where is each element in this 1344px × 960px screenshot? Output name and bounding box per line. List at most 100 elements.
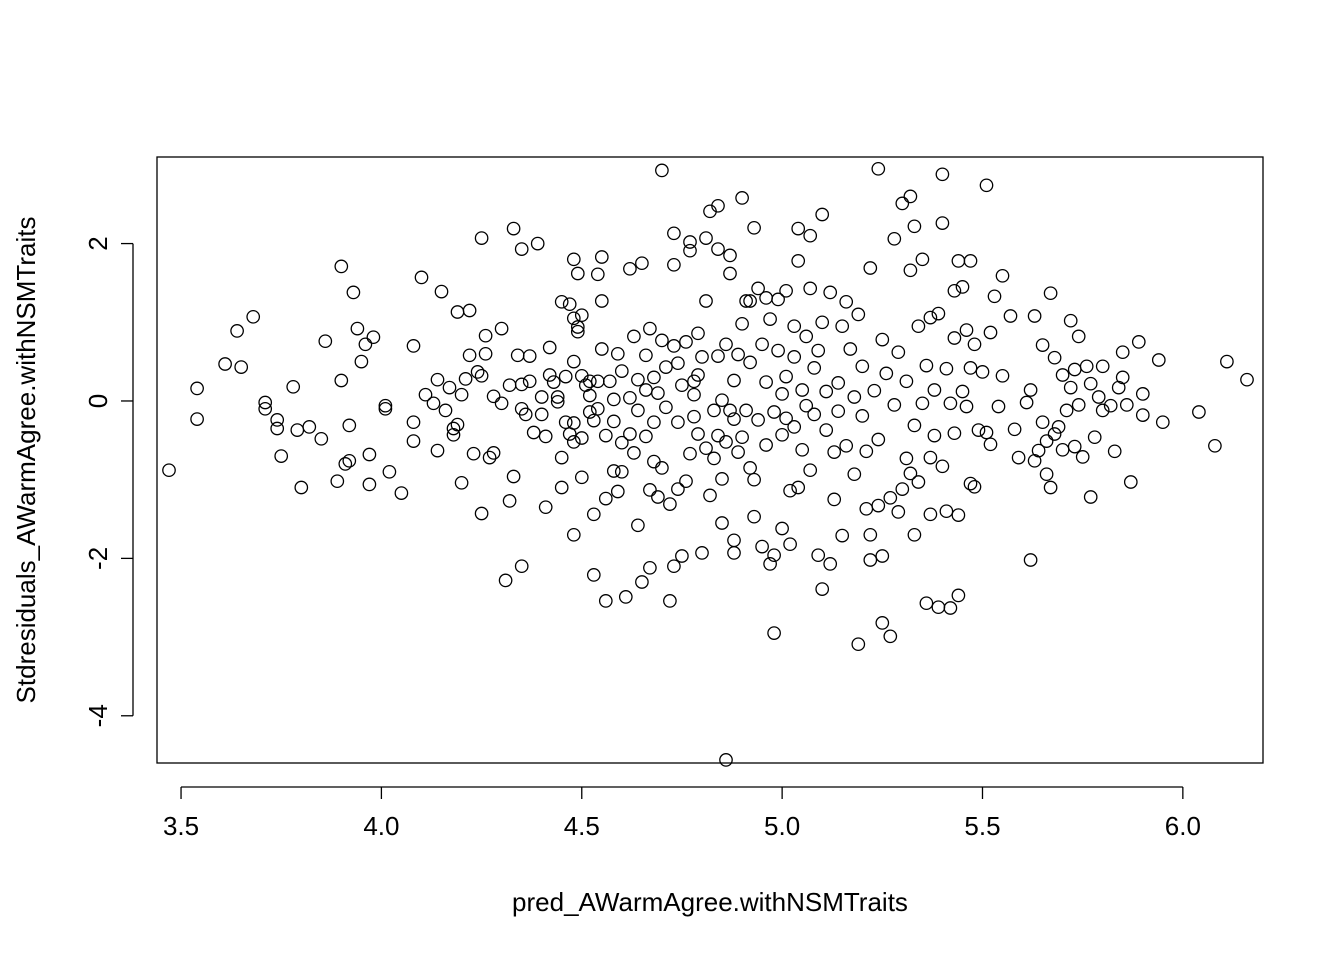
data-point	[1075, 450, 1090, 464]
data-point	[1059, 403, 1074, 418]
data-point	[959, 323, 974, 337]
data-point	[795, 383, 810, 397]
data-point	[482, 450, 497, 465]
data-point	[414, 270, 429, 285]
data-point	[623, 427, 637, 441]
data-point	[506, 469, 521, 484]
x-tick-label: 4.0	[363, 811, 399, 841]
data-point	[627, 329, 641, 344]
data-point	[558, 415, 573, 430]
data-point	[1071, 329, 1086, 344]
data-point	[1027, 309, 1042, 323]
data-point	[711, 349, 725, 363]
data-point	[783, 537, 797, 552]
data-point	[462, 348, 477, 363]
data-point	[1023, 383, 1038, 397]
data-point	[927, 383, 942, 397]
data-point	[1107, 444, 1122, 459]
data-point	[967, 479, 982, 494]
data-point	[1067, 362, 1082, 377]
data-point	[671, 356, 685, 371]
data-point	[534, 407, 549, 422]
data-point	[783, 483, 797, 498]
data-point	[859, 501, 874, 516]
y-tick-label: 0	[83, 394, 113, 408]
data-point	[739, 403, 753, 418]
data-point	[983, 325, 998, 340]
data-point	[586, 568, 601, 582]
data-point	[779, 411, 793, 426]
data-point	[606, 392, 621, 407]
data-point	[951, 254, 966, 268]
data-point	[919, 358, 934, 373]
data-point	[955, 280, 970, 294]
data-point	[767, 548, 781, 563]
data-point	[582, 388, 597, 403]
data-point	[462, 303, 477, 318]
x-tick-label: 6.0	[1165, 811, 1201, 841]
data-point	[534, 390, 549, 404]
data-point	[923, 310, 938, 325]
data-point	[430, 372, 445, 387]
data-point	[1151, 353, 1166, 367]
data-point	[875, 332, 890, 347]
data-point	[446, 421, 461, 436]
data-point	[743, 461, 757, 475]
data-point	[1067, 439, 1082, 454]
data-point	[759, 291, 773, 305]
data-point	[655, 461, 669, 475]
data-point	[566, 311, 581, 326]
data-point	[647, 454, 661, 469]
data-point	[290, 423, 305, 437]
data-point	[530, 236, 545, 251]
data-point	[811, 548, 826, 563]
data-point	[691, 427, 705, 441]
data-point	[270, 413, 285, 427]
data-point	[707, 403, 721, 418]
data-point	[979, 425, 994, 440]
data-point	[378, 401, 393, 416]
data-point	[815, 315, 830, 330]
data-point	[687, 387, 701, 402]
data-point	[683, 235, 697, 249]
data-point	[855, 359, 870, 374]
data-point	[919, 596, 934, 611]
data-point	[727, 412, 741, 426]
data-point	[787, 350, 802, 364]
data-point	[1079, 359, 1094, 374]
data-point	[1043, 480, 1058, 495]
data-point	[995, 268, 1010, 283]
data-point	[711, 428, 725, 443]
data-point	[1083, 376, 1098, 391]
data-point	[735, 191, 749, 205]
data-point	[574, 308, 589, 323]
data-point	[943, 396, 958, 411]
data-point	[959, 399, 974, 414]
data-point	[338, 457, 353, 471]
data-point	[566, 527, 581, 542]
data-point	[863, 261, 878, 275]
data-point	[258, 401, 273, 416]
data-point	[911, 475, 926, 489]
data-point	[907, 219, 922, 234]
data-point	[614, 464, 629, 479]
data-point	[274, 449, 289, 463]
data-point	[466, 446, 481, 461]
data-point	[723, 248, 737, 263]
data-point	[839, 294, 854, 309]
data-point	[695, 350, 709, 364]
y-tick-label: -2	[83, 547, 113, 570]
data-point	[927, 428, 942, 443]
data-point	[450, 305, 465, 319]
data-point	[855, 409, 870, 423]
data-point	[478, 346, 493, 361]
data-point	[426, 396, 441, 411]
data-point	[715, 393, 729, 408]
data-point	[683, 446, 697, 461]
data-point	[971, 423, 986, 437]
data-point	[1091, 390, 1106, 404]
data-point	[715, 472, 729, 486]
data-point	[979, 178, 994, 193]
data-point	[639, 348, 653, 363]
